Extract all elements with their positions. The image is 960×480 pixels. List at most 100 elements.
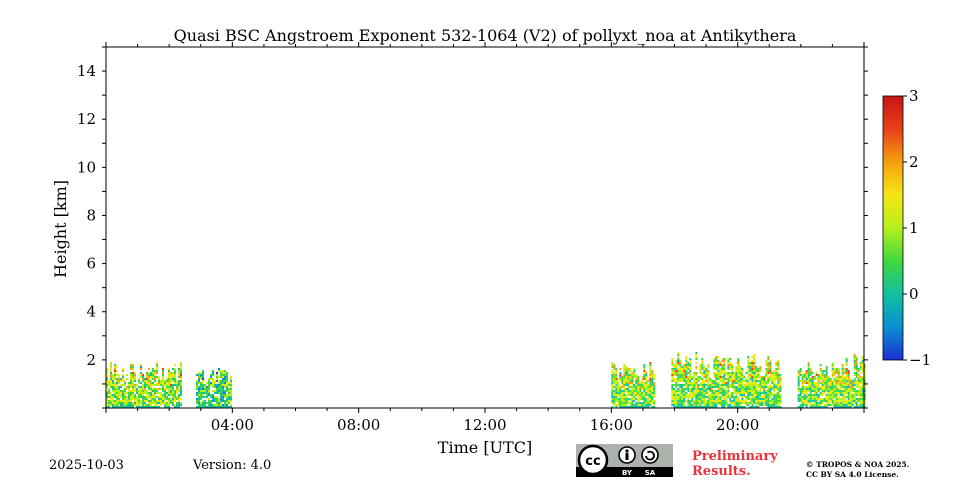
heatmap-cell — [611, 382, 614, 384]
heatmap-cell — [755, 368, 758, 370]
heatmap-cell — [701, 394, 704, 396]
heatmap-cell — [645, 392, 648, 394]
heatmap-cell — [711, 390, 714, 392]
heatmap-cell — [853, 406, 856, 408]
heatmap-cell — [164, 404, 166, 406]
heatmap-cell — [110, 400, 112, 402]
heatmap-cell — [172, 376, 174, 378]
heatmap-cell — [705, 400, 708, 402]
heatmap-cell — [613, 366, 616, 368]
preliminary-line-2: Results. — [692, 464, 751, 479]
heatmap-cell — [172, 390, 174, 392]
heatmap-cell — [206, 390, 209, 392]
heatmap-cell — [635, 380, 638, 382]
heatmap-cell — [773, 370, 776, 372]
heatmap-cell — [831, 386, 834, 388]
heatmap-cell — [833, 400, 836, 402]
heatmap-cell — [611, 406, 614, 408]
heatmap-cell — [142, 406, 144, 408]
heatmap-cell — [200, 402, 203, 404]
heatmap-cell — [773, 380, 776, 382]
heatmap-cell — [753, 374, 756, 376]
heatmap-cell — [216, 406, 219, 408]
heatmap-cell — [172, 374, 174, 376]
heatmap-cell — [829, 382, 832, 384]
heatmap-cell — [701, 398, 704, 400]
heatmap-cell — [863, 392, 866, 394]
heatmap-cell — [845, 396, 848, 398]
heatmap-cell — [735, 404, 738, 406]
heatmap-cell — [619, 394, 622, 396]
heatmap-cell — [859, 368, 862, 370]
heatmap-cell — [767, 358, 770, 360]
heatmap-cell — [857, 368, 860, 370]
heatmap-cell — [677, 400, 680, 402]
heatmap-cell — [773, 382, 776, 384]
heatmap-cell — [815, 398, 818, 400]
heatmap-cell — [747, 382, 750, 384]
heatmap-cell — [166, 384, 168, 386]
heatmap-cell — [767, 380, 770, 382]
heatmap-cell — [853, 390, 856, 392]
heatmap-cell — [829, 378, 832, 380]
heatmap-cell — [222, 372, 225, 374]
heatmap-cell — [691, 390, 694, 392]
heatmap-cell — [699, 400, 702, 402]
heatmap-cell — [621, 392, 624, 394]
heatmap-cell — [861, 380, 864, 382]
heatmap-cell — [709, 394, 712, 396]
heatmap-cell — [851, 384, 854, 386]
heatmap-cell — [851, 386, 854, 388]
heatmap-cell — [695, 402, 698, 404]
heatmap-cell — [623, 368, 626, 370]
heatmap-cell — [723, 398, 726, 400]
heatmap-cell — [134, 390, 136, 392]
heatmap-cell — [152, 384, 154, 386]
heatmap-cell — [777, 384, 780, 386]
heatmap-cell — [134, 376, 136, 378]
heatmap-cell — [118, 398, 120, 400]
heatmap-cell — [811, 384, 814, 386]
heatmap-cell — [170, 378, 172, 380]
heatmap-cell — [747, 374, 750, 376]
cc-by-sa-badge[interactable]: cc BY SA — [576, 444, 673, 477]
heatmap-cell — [737, 368, 740, 370]
heatmap-cell — [695, 362, 698, 364]
heatmap-cell — [623, 404, 626, 406]
heatmap-cell — [767, 378, 770, 380]
heatmap-cell — [751, 380, 754, 382]
heatmap-cell — [208, 394, 211, 396]
heatmap-cell — [685, 362, 688, 364]
heatmap-cell — [731, 396, 734, 398]
heatmap-cell — [170, 388, 172, 390]
heatmap-cell — [803, 404, 806, 406]
heatmap-cell — [855, 380, 858, 382]
heatmap-cell — [156, 392, 158, 394]
heatmap-cell — [715, 372, 718, 374]
heatmap-cell — [711, 394, 714, 396]
heatmap-cell — [757, 372, 760, 374]
heatmap-cell — [613, 372, 616, 374]
heatmap-cell — [196, 388, 199, 390]
heatmap-cell — [715, 404, 718, 406]
heatmap-cell — [216, 396, 219, 398]
heatmap-cell — [144, 400, 146, 402]
heatmap-cell — [220, 390, 223, 392]
heatmap-cell — [208, 398, 211, 400]
heatmap-cell — [651, 396, 654, 398]
heatmap-cell — [623, 398, 626, 400]
heatmap-cell — [178, 370, 180, 372]
heatmap-cell — [679, 372, 682, 374]
heatmap-cell — [749, 368, 752, 370]
heatmap-cell — [813, 398, 816, 400]
heatmap-cell — [108, 390, 110, 392]
heatmap-cell — [156, 368, 158, 370]
heatmap-cell — [631, 388, 634, 390]
heatmap-cell — [178, 394, 180, 396]
heatmap-cell — [623, 364, 626, 366]
heatmap-cell — [138, 392, 140, 394]
heatmap-cell — [845, 402, 848, 404]
heatmap-cell — [623, 386, 626, 388]
heatmap-cell — [767, 406, 770, 408]
heatmap-cell — [855, 364, 858, 366]
